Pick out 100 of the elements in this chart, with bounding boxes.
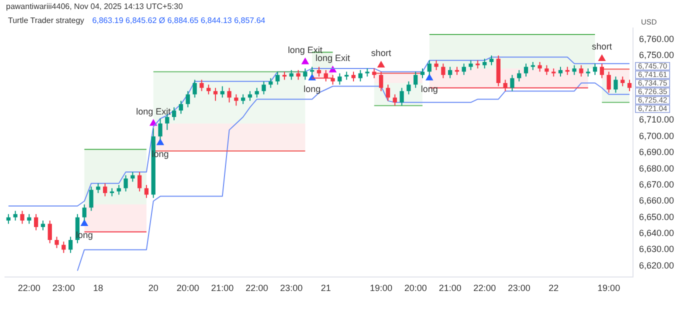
candlestick <box>468 60 473 71</box>
y-tick-label: 6,640.00 <box>638 228 674 238</box>
candlestick <box>627 79 632 92</box>
candlestick <box>448 66 452 79</box>
y-tick-label: 6,680.00 <box>638 163 674 174</box>
candlestick <box>544 64 549 76</box>
candlestick <box>379 71 384 92</box>
x-tick-label: 23:00 <box>508 283 530 294</box>
y-tick-label: 6,700.00 <box>638 130 674 141</box>
candlestick <box>144 184 149 198</box>
candlestick <box>414 71 418 88</box>
y-tick-label: 6,630.00 <box>638 244 674 254</box>
candlestick <box>517 70 522 82</box>
candlestick <box>296 70 300 80</box>
candlestick <box>102 182 108 197</box>
candlestick <box>13 210 18 222</box>
candlestick <box>558 66 563 78</box>
y-tick-label: 6,710.00 <box>638 114 674 125</box>
candlestick <box>137 172 142 192</box>
candlestick <box>192 79 197 98</box>
y-tick-label: 6,660.00 <box>638 196 674 206</box>
candlestick <box>20 210 24 224</box>
x-tick-label: 20:00 <box>176 283 200 294</box>
y-tick-label: 6,760.00 <box>638 34 674 44</box>
x-tick-label: 23:00 <box>280 283 303 294</box>
candlestick <box>338 72 342 86</box>
candlestick <box>392 94 397 106</box>
point <box>80 220 88 226</box>
candlestick <box>200 79 204 92</box>
candlestick <box>116 184 121 196</box>
candlestick <box>372 68 376 79</box>
candlestick <box>186 90 190 108</box>
candlestick <box>400 87 404 106</box>
candlestick <box>89 186 94 212</box>
candlestick <box>510 74 514 92</box>
point <box>598 54 606 61</box>
candlestick <box>254 87 259 98</box>
candlestick <box>165 113 170 130</box>
candlestick <box>434 60 438 71</box>
x-tick-label: 23:00 <box>52 283 75 294</box>
candlestick <box>441 63 446 79</box>
candlestick <box>124 174 128 192</box>
candlestick <box>614 76 618 94</box>
candlestick <box>241 94 246 105</box>
candlestick <box>420 68 425 79</box>
x-tick-label: 18 <box>93 283 104 294</box>
x-tick-label: 21 <box>320 283 331 294</box>
point <box>378 61 385 68</box>
x-tick-label: 22 <box>548 283 559 294</box>
candlestick <box>592 63 598 76</box>
candlestick <box>358 70 362 82</box>
series-label: long Exit <box>316 53 351 64</box>
candlestick <box>68 236 73 254</box>
candlestick <box>303 68 308 80</box>
candlestick <box>600 63 604 79</box>
x-tick-label: 22:00 <box>473 283 496 294</box>
point <box>302 58 309 64</box>
text: long <box>420 84 438 94</box>
candlestick <box>572 64 576 76</box>
candlestick <box>489 55 494 66</box>
candlestick <box>213 87 218 102</box>
x-tick-label: 20:00 <box>404 283 427 294</box>
y-tick-label: 6,690.00 <box>638 147 674 158</box>
text: short <box>592 42 612 52</box>
candlestick <box>178 100 184 114</box>
candlestick <box>524 63 528 78</box>
y-tick-label: 6,650.00 <box>638 212 674 222</box>
chart-subtitle: 6,863.19 6,845.62 Ø 6,884.65 6,844.13 6,857.64 <box>92 16 266 25</box>
y-tick-label: 6,620.00 <box>638 260 674 270</box>
x-tick-label: 22:00 <box>18 283 40 294</box>
candlestick <box>234 94 238 106</box>
candlestick <box>579 64 584 78</box>
series-label: long <box>304 84 321 94</box>
point <box>426 74 433 80</box>
point <box>156 138 164 146</box>
candlestick <box>606 71 611 94</box>
candlestick <box>172 106 176 121</box>
candlestick <box>48 220 52 244</box>
candlestick <box>227 87 232 103</box>
candlestick <box>406 80 411 95</box>
x-tick-label: 19:00 <box>370 283 392 294</box>
text: pawantiwariii4406, Nov 04, 2025 14:13 UTC+5:30 <box>6 2 183 11</box>
y-tick-label: 6,750.00 <box>638 50 674 60</box>
candlestick <box>262 80 266 95</box>
candlestick <box>386 84 390 102</box>
chart-title: Turtle Trader strategy <box>8 16 84 25</box>
candlestick <box>96 182 100 194</box>
x-tick-label: 22:00 <box>246 283 268 294</box>
x-tick-label: 21:00 <box>438 283 462 294</box>
x-tick-label: 21:00 <box>211 283 234 294</box>
candlestick <box>34 214 38 231</box>
candlestick <box>276 71 280 86</box>
x-tick-label: 20 <box>148 283 158 294</box>
series-label: short <box>371 48 392 58</box>
candlestick <box>220 86 224 98</box>
candlestick <box>54 236 59 249</box>
candlestick <box>62 241 66 254</box>
x-tick-label: 19:00 <box>598 283 620 294</box>
text: long Exit <box>136 106 171 116</box>
candlestick <box>462 63 466 76</box>
